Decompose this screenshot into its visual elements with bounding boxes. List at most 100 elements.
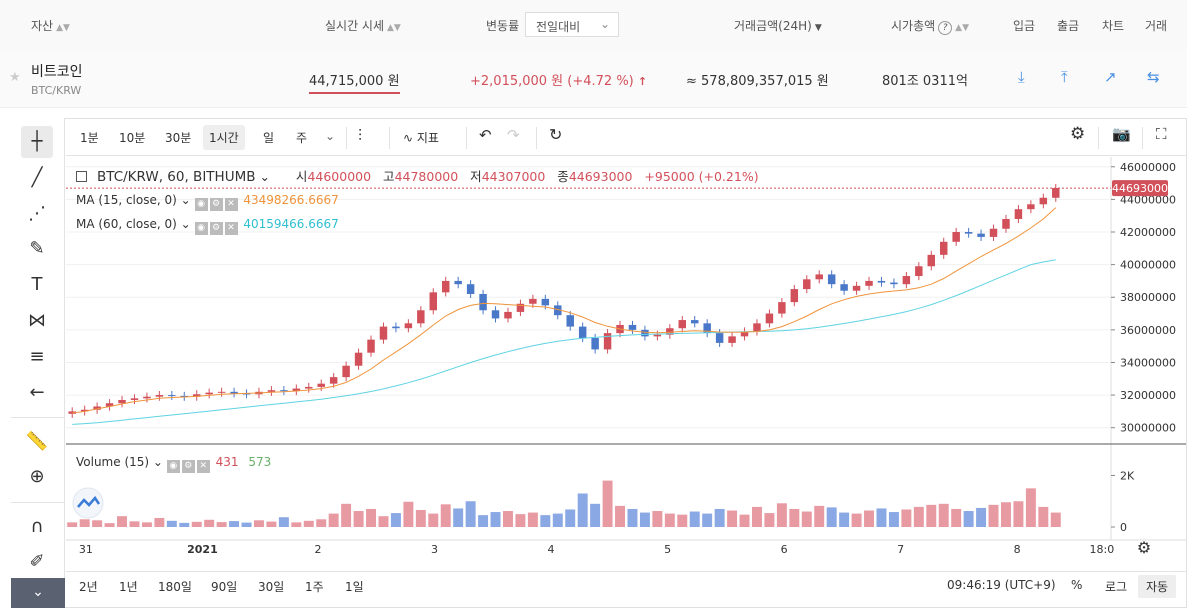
interval-week[interactable]: 주: [296, 131, 308, 145]
collapse-toolbar-button[interactable]: ⌄: [11, 578, 65, 608]
crosshair-icon[interactable]: ┼: [21, 126, 53, 158]
symbol-label[interactable]: BTC/KRW, 60, BITHUMB: [96, 169, 256, 185]
auto-toggle[interactable]: 자동: [1138, 575, 1177, 598]
candle: [105, 403, 114, 407]
chevron-down-icon[interactable]: ⌄: [180, 217, 191, 231]
log-toggle[interactable]: 로그: [1105, 580, 1128, 594]
candle: [504, 311, 512, 319]
volume-legend[interactable]: Volume (15) ⌄ ◉ ⚙ ✕ 431 573: [76, 455, 271, 473]
deposit-icon[interactable]: ⤓: [1018, 68, 1025, 86]
range-1w[interactable]: 1주: [305, 580, 324, 594]
volume-bar: [179, 522, 190, 527]
ruler-icon[interactable]: 📏: [25, 431, 49, 452]
volume-bar: [1025, 488, 1036, 527]
trade-icon[interactable]: ⇆: [1147, 68, 1160, 86]
camera-icon[interactable]: 📷: [1112, 125, 1131, 143]
fib-tool-icon[interactable]: ⋰: [28, 203, 46, 224]
chart-icon[interactable]: ↗: [1104, 68, 1117, 86]
interval-1m[interactable]: 1분: [80, 131, 99, 145]
candle: [778, 302, 786, 314]
time-tick-label: 5: [664, 543, 671, 556]
change-basis-select[interactable]: 전일대비 ⌄: [525, 12, 619, 37]
low-value: 44307000: [481, 169, 546, 184]
interval-30m[interactable]: 30분: [165, 131, 192, 145]
column-deposit: 입금: [1013, 19, 1036, 33]
coin-name[interactable]: 비트코인: [31, 64, 83, 80]
collapse-legend-icon[interactable]: [76, 171, 87, 182]
measure-lines-icon[interactable]: ≡: [29, 346, 45, 367]
candle: [840, 284, 848, 291]
fullscreen-icon[interactable]: ⛶: [1156, 125, 1167, 143]
range-2y[interactable]: 2년: [79, 580, 98, 594]
price-tick-label: 42000000: [1120, 226, 1176, 239]
current-price-badge: [1112, 180, 1168, 197]
chevron-down-icon[interactable]: ⌄: [180, 193, 191, 207]
close-icon[interactable]: ✕: [196, 460, 210, 473]
text-tool-icon[interactable]: T: [31, 274, 43, 295]
close-icon[interactable]: ✕: [224, 222, 238, 235]
chevron-down-icon[interactable]: ⌄: [255, 169, 270, 184]
ma15-legend[interactable]: MA (15, close, 0) ⌄ ◉ ⚙ ✕ 43498266.6667: [76, 193, 339, 211]
open-label: 시: [295, 169, 308, 184]
chevron-down-icon[interactable]: ⌄: [152, 455, 163, 469]
star-icon[interactable]: ★: [9, 70, 21, 85]
candle: [1014, 209, 1023, 219]
coin-row[interactable]: ★ 비트코인 BTC/KRW 44,715,000 원 +2,015,000 원…: [0, 50, 1187, 108]
range-90d[interactable]: 90일: [211, 580, 238, 594]
eye-icon[interactable]: ◉: [194, 222, 208, 235]
candle-type-icon[interactable]: ⫶: [358, 126, 363, 145]
volume-buy-value: 573: [248, 455, 272, 469]
magnet-icon[interactable]: ∩: [30, 516, 44, 537]
tradingview-logo[interactable]: [72, 487, 104, 519]
time-tick-label: 8: [1014, 543, 1021, 556]
settings-icon[interactable]: ⚙: [209, 222, 223, 235]
eye-icon[interactable]: ◉: [194, 198, 208, 211]
eye-icon[interactable]: ◉: [166, 460, 180, 473]
settings-icon[interactable]: ⚙: [209, 198, 223, 211]
interval-10m[interactable]: 10분: [119, 131, 146, 145]
axis-settings-icon[interactable]: ⚙: [1137, 538, 1151, 557]
candle: [703, 323, 711, 334]
column-asset[interactable]: 자산 ▲▼: [31, 19, 70, 33]
column-price[interactable]: 실시간 시세 ▲▼: [325, 19, 401, 33]
indicator-button[interactable]: ∿ 지표: [403, 131, 439, 145]
settings-icon[interactable]: ⚙: [1070, 124, 1086, 144]
range-30d[interactable]: 30일: [258, 580, 285, 594]
interval-day[interactable]: 일: [263, 131, 275, 145]
lock-pencil-icon[interactable]: ✐: [29, 551, 45, 572]
close-icon[interactable]: ✕: [224, 198, 238, 211]
trend-line-icon[interactable]: ╱: [31, 167, 43, 188]
interval-1h[interactable]: 1시간: [203, 125, 245, 150]
range-1d[interactable]: 1일: [345, 580, 364, 594]
ma60-legend[interactable]: MA (60, close, 0) ⌄ ◉ ⚙ ✕ 40159466.6667: [76, 217, 339, 235]
volume-bar: [515, 514, 526, 527]
back-arrow-icon[interactable]: ←: [29, 382, 45, 403]
high-label: 고: [383, 169, 395, 184]
brush-icon[interactable]: ✎: [29, 238, 45, 259]
withdraw-icon[interactable]: ⤒: [1061, 68, 1068, 86]
volume-bar: [776, 503, 787, 527]
volume-bar: [1013, 501, 1024, 527]
candle: [964, 232, 973, 234]
chevron-down-icon[interactable]: ⌄: [325, 129, 336, 143]
help-icon[interactable]: ?: [938, 21, 953, 35]
redo-icon[interactable]: ↷: [507, 126, 520, 144]
zoom-in-icon[interactable]: ⊕: [29, 466, 45, 487]
pattern-icon[interactable]: ⋈: [28, 310, 46, 331]
reset-icon[interactable]: ↻: [549, 125, 563, 144]
range-180d[interactable]: 180일: [158, 580, 192, 594]
settings-icon[interactable]: ⚙: [181, 460, 195, 473]
candle: [479, 293, 487, 311]
coin-change: +2,015,000 원 (+4.72 %) ↑: [470, 74, 648, 89]
volume-bar: [590, 503, 601, 527]
candle: [815, 274, 823, 280]
volume-bar: [415, 509, 426, 527]
percent-toggle[interactable]: %: [1071, 578, 1083, 592]
column-volume[interactable]: 거래금액(24H) ▼: [734, 19, 822, 33]
candle: [790, 289, 799, 303]
range-1y[interactable]: 1년: [119, 580, 138, 594]
column-market-cap[interactable]: 시가총액? ▲▼: [891, 19, 970, 35]
undo-icon[interactable]: ↶: [479, 126, 492, 144]
candle: [952, 232, 960, 242]
